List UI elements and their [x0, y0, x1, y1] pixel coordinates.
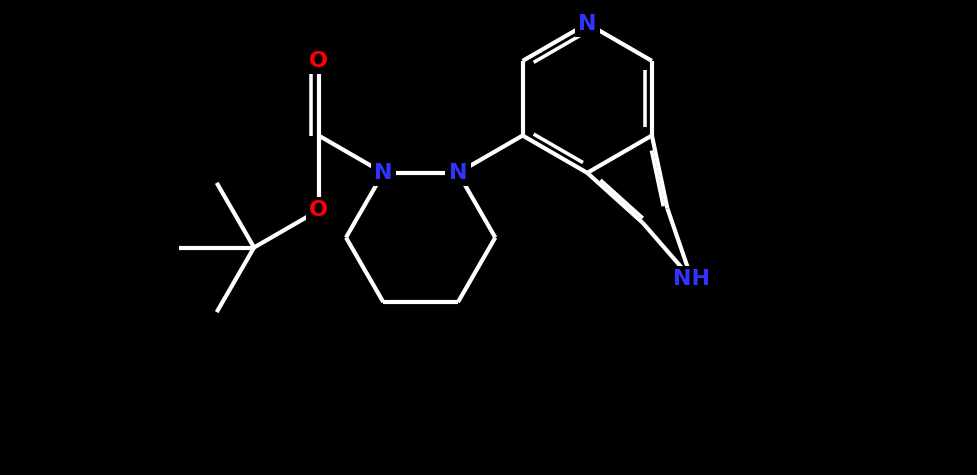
Text: O: O — [309, 200, 328, 220]
Text: N: N — [448, 163, 467, 183]
Text: N: N — [374, 163, 393, 183]
Text: NH: NH — [673, 269, 710, 289]
Text: N: N — [578, 14, 597, 34]
Text: O: O — [309, 51, 328, 71]
